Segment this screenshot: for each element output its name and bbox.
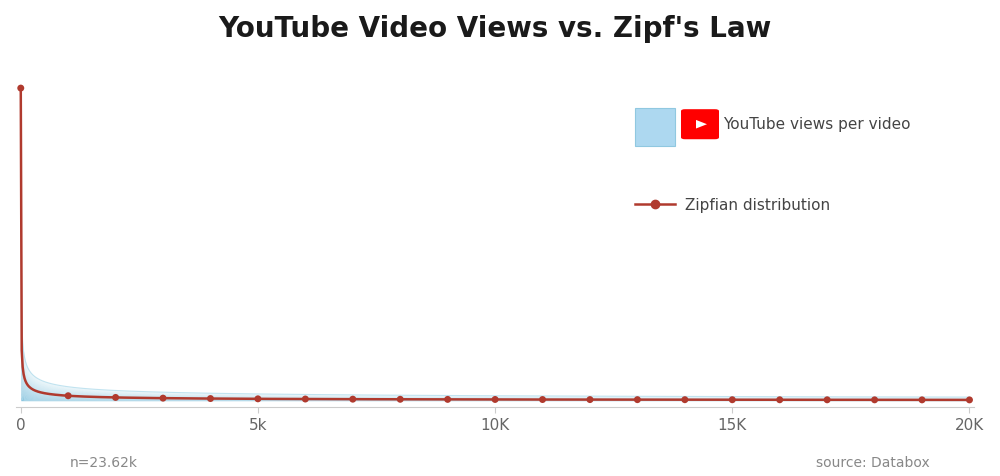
- Point: [13, 85, 29, 93]
- Point: [108, 394, 124, 401]
- Point: [724, 396, 740, 404]
- Point: [297, 396, 313, 403]
- Point: [819, 396, 835, 404]
- Text: Zipfian distribution: Zipfian distribution: [685, 197, 830, 212]
- Point: [392, 396, 408, 403]
- Text: n=23.62k: n=23.62k: [70, 456, 138, 469]
- Point: [345, 396, 361, 403]
- Point: [250, 395, 266, 403]
- Point: [487, 396, 503, 404]
- Point: [535, 396, 551, 404]
- Title: YouTube Video Views vs. Zipf's Law: YouTube Video Views vs. Zipf's Law: [218, 15, 772, 43]
- Point: [60, 392, 76, 400]
- Point: [440, 396, 456, 403]
- Point: [582, 396, 598, 404]
- Point: [961, 396, 977, 404]
- Text: YouTube views per video: YouTube views per video: [723, 116, 910, 131]
- Point: [155, 395, 171, 402]
- Point: [867, 396, 883, 404]
- Text: source: Databox: source: Databox: [816, 456, 930, 469]
- Point: [629, 396, 645, 404]
- Point: [677, 396, 693, 404]
- Point: [914, 396, 930, 404]
- Point: [202, 395, 218, 403]
- Point: [772, 396, 788, 404]
